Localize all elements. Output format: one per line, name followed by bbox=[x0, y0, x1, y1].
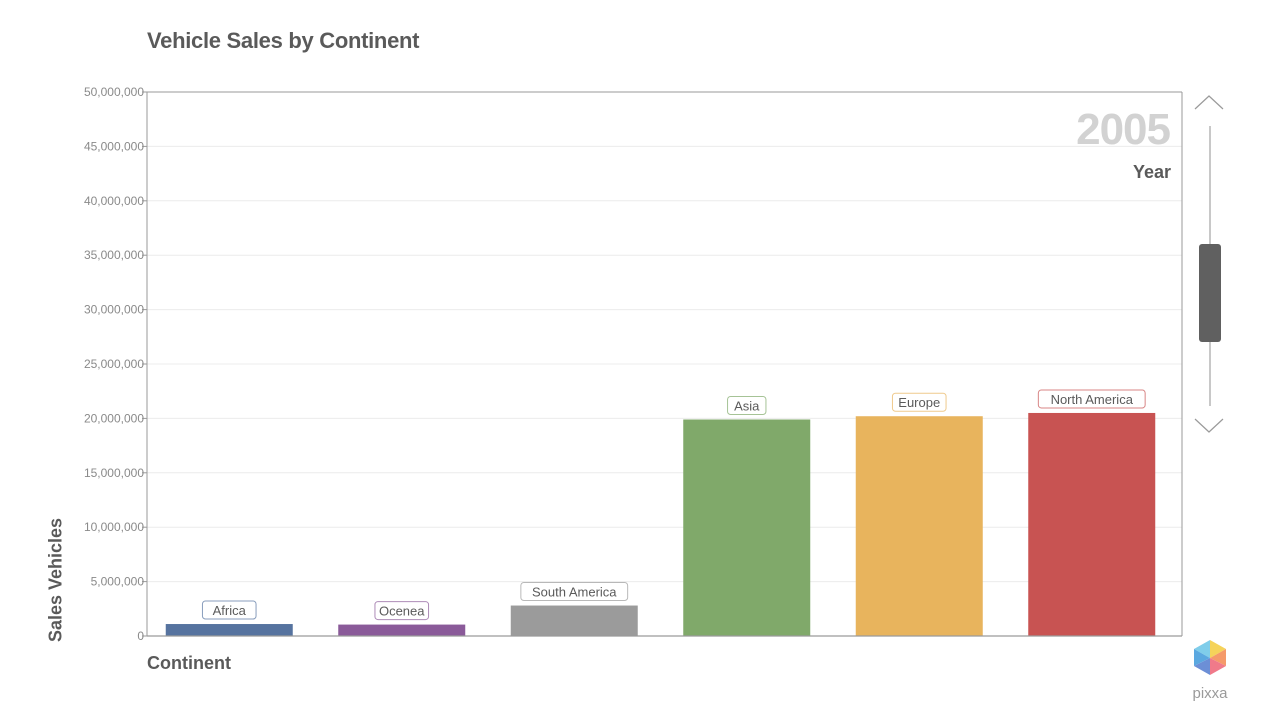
bar-africa[interactable] bbox=[165, 624, 293, 636]
y-tick-label: 5,000,000 bbox=[91, 575, 145, 589]
year-down-arrow-icon[interactable] bbox=[1193, 416, 1225, 436]
pixxa-logo-icon bbox=[1194, 640, 1226, 675]
y-axis-label: Sales Vehicles bbox=[45, 517, 66, 643]
year-up-arrow-icon[interactable] bbox=[1193, 92, 1225, 112]
y-tick-label: 20,000,000 bbox=[84, 411, 144, 425]
y-tick-label: 15,000,000 bbox=[84, 466, 144, 480]
y-tick-label: 50,000,000 bbox=[84, 85, 144, 99]
chart-title: Vehicle Sales by Continent bbox=[147, 28, 420, 53]
y-tick-label: 25,000,000 bbox=[84, 357, 144, 371]
year-slider-thumb[interactable] bbox=[1199, 244, 1221, 342]
bar-label: Europe bbox=[898, 395, 940, 410]
bar-label: Ocenea bbox=[379, 604, 425, 619]
bar-north-america[interactable] bbox=[1028, 412, 1156, 636]
bar-label-box bbox=[374, 601, 430, 621]
bar-ocenea[interactable] bbox=[338, 624, 466, 636]
y-tick-label: 30,000,000 bbox=[84, 303, 144, 317]
bar-south-america[interactable] bbox=[510, 605, 638, 636]
bar-label: South America bbox=[532, 585, 617, 600]
bar-label-box bbox=[520, 582, 629, 602]
y-tick-label: 0 bbox=[137, 629, 144, 643]
bar-europe[interactable] bbox=[855, 416, 983, 636]
bar-label-box bbox=[891, 392, 947, 412]
bar-label: Africa bbox=[213, 603, 247, 618]
bar-asia[interactable] bbox=[683, 419, 811, 636]
pixxa-logo: pixxa bbox=[1186, 638, 1234, 702]
bar-label-box bbox=[201, 600, 257, 620]
year-label: Year bbox=[1133, 162, 1171, 182]
x-axis-label: Continent bbox=[147, 653, 231, 673]
y-tick-label: 45,000,000 bbox=[84, 139, 144, 153]
bar-label: North America bbox=[1051, 392, 1134, 407]
bar-label-box bbox=[1037, 389, 1146, 409]
year-value: 2005 bbox=[1076, 105, 1170, 154]
y-tick-label: 40,000,000 bbox=[84, 194, 144, 208]
pixxa-logo-text: pixxa bbox=[1192, 685, 1228, 702]
bar-label-box bbox=[727, 395, 767, 415]
y-tick-label: 10,000,000 bbox=[84, 520, 144, 534]
bar-label: Asia bbox=[734, 398, 760, 413]
y-tick-label: 35,000,000 bbox=[84, 248, 144, 262]
